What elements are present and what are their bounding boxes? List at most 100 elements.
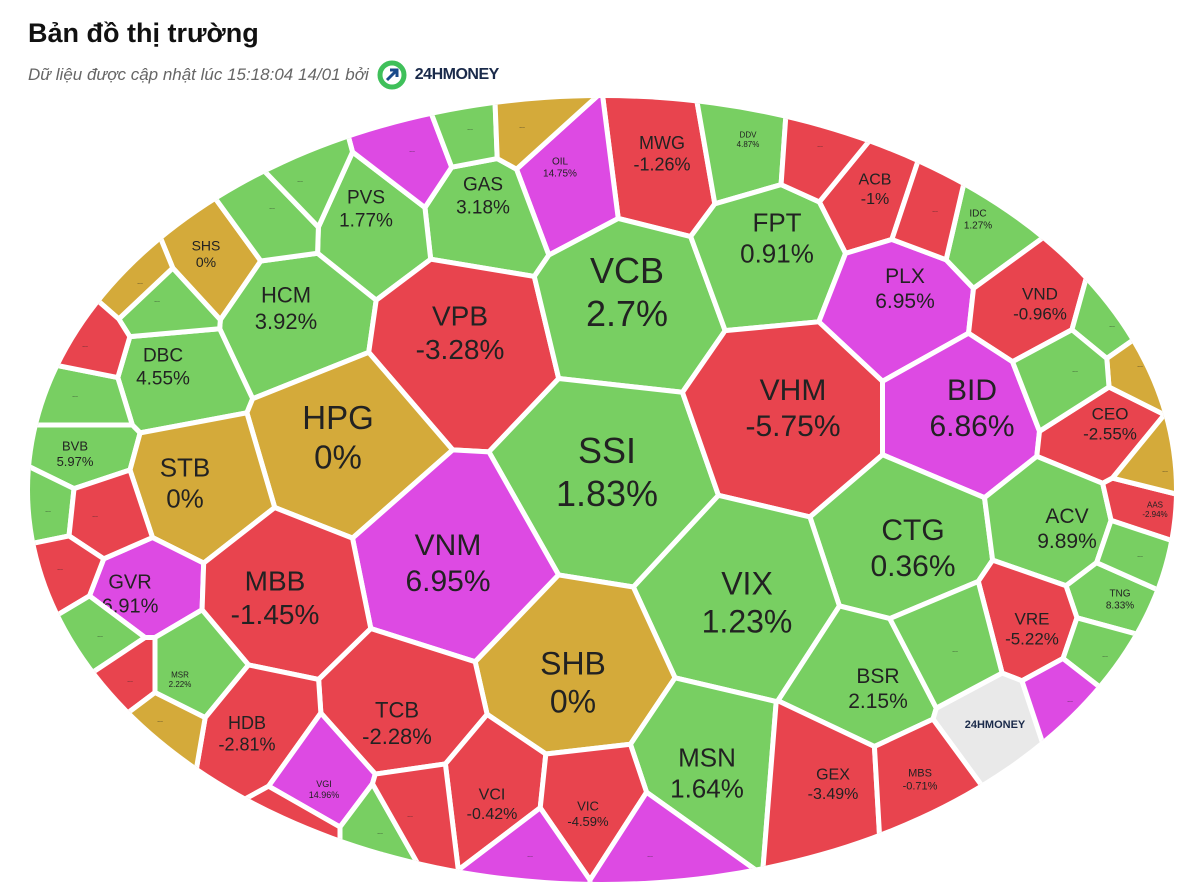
cell: [1010, 327, 1112, 434]
cell-ticker: TNG: [1109, 589, 1130, 600]
cell-ticker: SHB: [540, 645, 606, 681]
cell-ticker: FPT: [752, 207, 801, 237]
cell-ticker: PVS: [347, 188, 385, 209]
cell-ticker: BID: [947, 374, 997, 407]
cell-ticker: ...: [92, 512, 98, 519]
cell-ticker: MWG: [639, 133, 685, 153]
cell-change: 2.22%: [169, 680, 192, 689]
cell-ticker: VCB: [590, 250, 664, 291]
cell-change: -2.81%: [218, 735, 275, 755]
cell-change: -2.28%: [362, 724, 432, 749]
cell-ticker: BSR: [856, 665, 899, 688]
cell-ticker: AAS: [1147, 500, 1163, 509]
cell-change: 1.64%: [670, 773, 744, 803]
cell-ticker: ...: [647, 852, 653, 859]
cell-ticker: GAS: [463, 175, 503, 196]
cell-ticker: GVR: [108, 571, 151, 593]
brand-logo: [377, 60, 407, 90]
cell-ticker: ...: [157, 717, 163, 724]
cell-change: 6.91%: [102, 595, 159, 617]
cell-ticker: VRE: [1015, 609, 1050, 628]
cell-change: 0.91%: [740, 238, 814, 268]
cell-change: 4.55%: [136, 368, 190, 389]
cell-ticker: ...: [72, 392, 78, 399]
title: Bản đồ thị trường: [28, 18, 259, 48]
cell-ticker: ...: [527, 852, 533, 859]
cell-ticker: ...: [377, 829, 383, 836]
cell-change: 5.97%: [57, 454, 94, 469]
cell-change: 1.77%: [339, 210, 393, 231]
cell-ticker: ...: [932, 207, 938, 214]
cell-ticker: ...: [45, 507, 51, 514]
cell-ticker: DBC: [143, 346, 183, 367]
cell-change: -2.94%: [1142, 510, 1167, 519]
cell: [492, 98, 605, 172]
cell-change: -3.28%: [416, 334, 505, 365]
subtitle: Dữ liệu được cập nhật lúc 15:18:04 14/01…: [28, 65, 369, 84]
subtitle-row: Dữ liệu được cập nhật lúc 15:18:04 14/01…: [28, 60, 499, 90]
cell-ticker: ...: [297, 829, 303, 836]
cell-ticker: ...: [1072, 367, 1078, 374]
cell-ticker: ACV: [1045, 505, 1088, 528]
cell-ticker: ...: [467, 125, 473, 132]
cell-change: 6.95%: [875, 290, 935, 313]
cell-ticker: IDC: [969, 209, 986, 220]
cell-change: 14.96%: [309, 790, 340, 800]
cell-change: -0.71%: [903, 781, 938, 793]
cell: [1069, 98, 1174, 361]
cell-ticker: VIC: [577, 799, 599, 814]
cell-change: 0%: [550, 684, 596, 720]
cell-change: -0.42%: [467, 806, 518, 823]
cell-ticker: ...: [409, 147, 415, 154]
cell-ticker: HCM: [261, 283, 311, 308]
cell: [66, 467, 155, 562]
cell-change: 0.36%: [870, 550, 955, 583]
cell-ticker: MSN: [678, 742, 736, 772]
cell-ticker: HPG: [302, 399, 374, 436]
cell-ticker: ...: [137, 279, 143, 286]
cell-ticker: BVB: [62, 439, 88, 454]
cell-change: 6.86%: [929, 410, 1014, 443]
cell-change: 1.27%: [964, 221, 992, 232]
brand: 24HMONEY: [414, 66, 500, 83]
cell-change: 2.7%: [586, 293, 668, 334]
cell-change: 8.33%: [1106, 601, 1134, 612]
cell-ticker: HDB: [228, 713, 266, 733]
cell-change: 3.18%: [456, 197, 510, 218]
cell-ticker: ...: [1137, 552, 1143, 559]
cell-change: 1.83%: [556, 473, 658, 514]
cell-change: -1%: [861, 191, 889, 208]
cell-change: 3.92%: [255, 309, 317, 334]
cell-change: 0%: [166, 483, 204, 513]
cell-ticker: ...: [82, 342, 88, 349]
cell-change: 9.89%: [1037, 530, 1097, 553]
cell-ticker: SHS: [192, 237, 221, 253]
cell-change: 6.95%: [405, 565, 490, 598]
cell-ticker: MSR: [171, 670, 189, 679]
cell-ticker: DDV: [740, 130, 758, 139]
cell: [30, 690, 208, 882]
cell-change: 0%: [314, 439, 362, 476]
cell-ticker: MBB: [245, 566, 306, 597]
cell-change: -5.22%: [1005, 630, 1059, 649]
cell-change: 14.75%: [543, 169, 577, 180]
cell-ticker: MBS: [908, 767, 932, 779]
cell: [1019, 655, 1174, 882]
cell-ticker: TCB: [375, 698, 419, 723]
cell-ticker: ACB: [859, 172, 892, 189]
cell-ticker: VGI: [316, 779, 332, 789]
cell-change: -2.55%: [1083, 425, 1137, 444]
cell-ticker: ...: [297, 177, 303, 184]
cell-change: 0%: [196, 254, 216, 270]
cell-ticker: ...: [817, 142, 823, 149]
cell-ticker: ...: [127, 677, 133, 684]
cell-ticker: CTG: [881, 514, 944, 547]
cell-ticker: VHM: [760, 374, 827, 407]
cell-ticker: ...: [1102, 652, 1108, 659]
cell-ticker: ...: [154, 297, 160, 304]
cell-ticker: 24HMONEY: [965, 719, 1026, 731]
cell-ticker: PLX: [885, 265, 925, 288]
cell-ticker: STB: [160, 452, 211, 482]
